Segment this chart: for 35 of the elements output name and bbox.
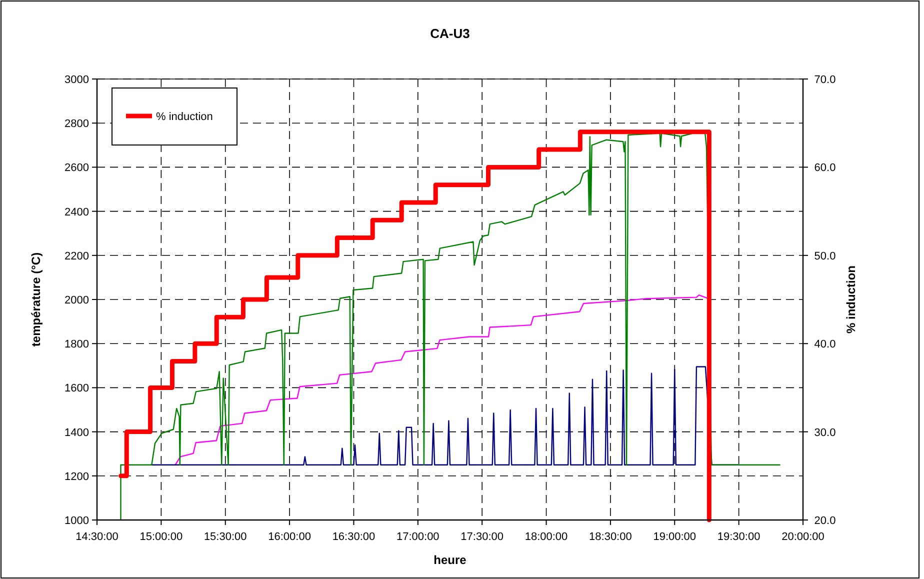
y-tick-label: 2600 [64,162,89,174]
x-tick-label: 17:30:00 [460,531,504,543]
x-tick-label: 15:30:00 [204,531,247,543]
x-tick-label: 19:30:00 [717,531,760,543]
y-axis-title: température (°C) [29,252,43,347]
y-tick-label: 2200 [64,250,89,262]
y-tick-label: 2400 [64,206,89,218]
x-tick-label: 19:00:00 [653,531,696,543]
x-tick-label: 15:00:00 [140,531,183,543]
x-tick-label: 18:30:00 [589,531,632,543]
x-tick-label: 14:30:00 [76,531,118,543]
y-tick-label: 2800 [64,118,89,130]
y2-tick-label: 40.0 [814,338,836,351]
y2-tick-label: 50.0 [814,250,836,262]
x-axis-title: heure [434,553,467,567]
x-tick-label: 20:00:00 [782,531,824,543]
legend-label: % induction [156,111,213,123]
y2-tick-label: 30.0 [814,426,836,439]
y-tick-label: 1800 [64,338,89,351]
y2-tick-label: 70.0 [814,74,836,86]
line-series [174,294,708,466]
x-tick-label: 18:00:00 [524,531,568,543]
y2-axis-title: % induction [844,266,858,334]
y-tick-label: 2000 [64,294,89,306]
y-tick-label: 1600 [64,382,89,395]
y-tick-label: 1000 [64,515,89,527]
y2-tick-label: 20.0 [814,515,836,527]
y-tick-label: 3000 [64,74,89,86]
x-tick-label: 16:00:00 [268,531,311,543]
y-tick-label: 1200 [64,470,89,483]
chart-title: CA-U3 [430,26,470,41]
x-tick-label: 16:30:00 [332,531,376,543]
y-tick-label: 1400 [64,426,89,439]
y2-tick-label: 60.0 [814,162,836,174]
x-tick-label: 17:00:00 [396,531,440,543]
